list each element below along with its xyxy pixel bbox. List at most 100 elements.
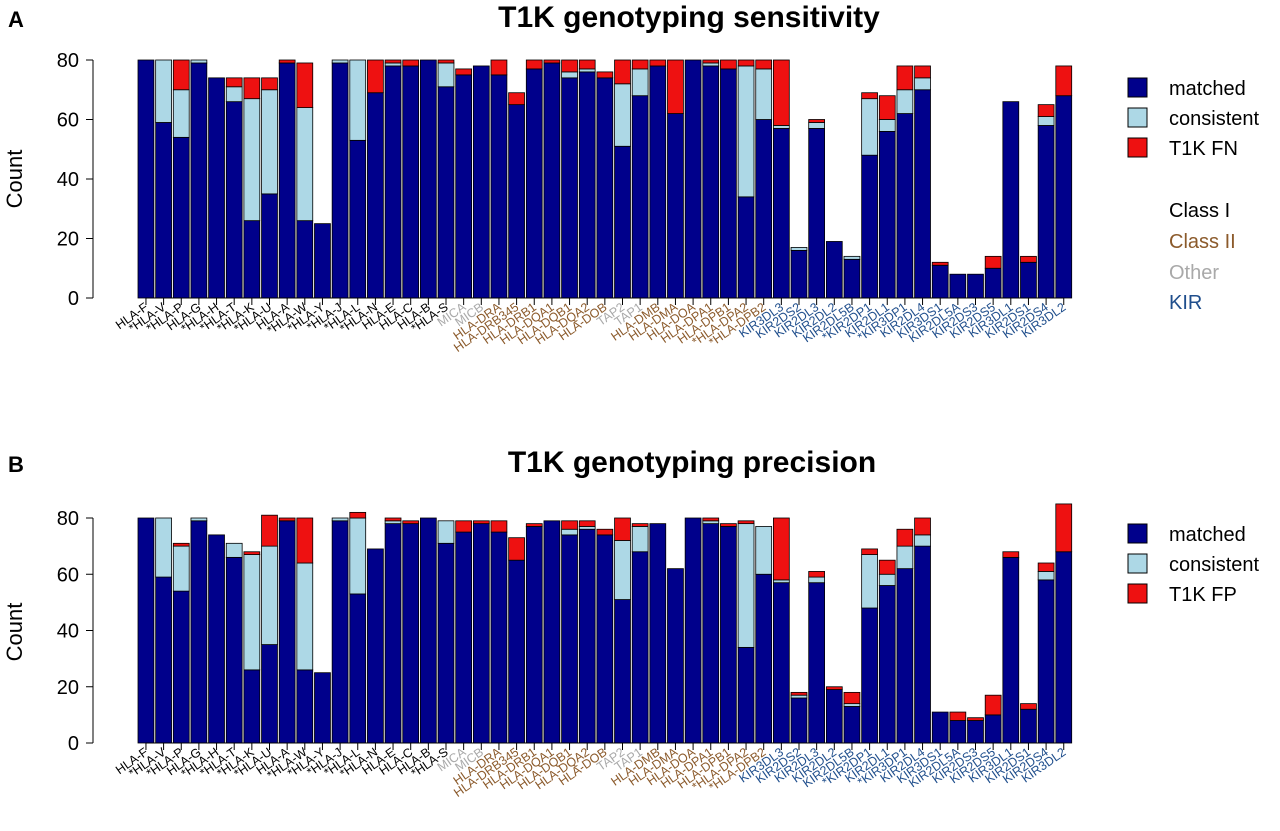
y-tick-label: 20 — [57, 677, 79, 699]
bar-kir3ds1-matched — [931, 264, 949, 299]
bar-star-hla-n-matched — [367, 92, 384, 299]
bar-tap2-error — [614, 59, 631, 85]
bar-kir2ds5-matched — [984, 267, 1002, 299]
bar-star-hla-u-consistent — [261, 89, 278, 195]
bar-tap1-matched — [631, 551, 649, 744]
bar-star-hla-h-matched — [208, 77, 225, 299]
bar-star-hla-h-matched — [208, 534, 225, 744]
bar-hla-dpa1-matched — [702, 65, 720, 299]
bar-hla-dra-error — [490, 520, 508, 533]
bar-hla-g-matched — [190, 520, 208, 744]
bar-star-hla-k-matched — [243, 220, 261, 299]
bar-kir2dl3-consistent — [808, 122, 826, 129]
bar-kir2ds2-matched — [790, 697, 808, 744]
bar-hla-doa-matched — [684, 59, 702, 299]
legend-swatch-matched — [1127, 523, 1148, 544]
bar-star-hla-p-matched — [172, 590, 190, 744]
bar-kir2ds5-error — [984, 694, 1002, 716]
bar-hla-a-error — [278, 517, 296, 522]
bar-kir2dl1-consistent — [878, 573, 896, 586]
bar-star-hla-l-error — [349, 511, 367, 519]
bar-kir2dl5b-matched — [843, 706, 861, 744]
bar-hla-b-matched — [419, 59, 437, 299]
bar-star-hla-p-consistent — [172, 89, 190, 138]
bar-star-hla-w-matched — [296, 669, 314, 744]
bar-hla-dob-error — [596, 528, 614, 536]
bar-kir2ds4-consistent — [1037, 116, 1055, 126]
bar-star-hla-k-error — [243, 77, 261, 100]
bar-star-hla-t-consistent — [225, 86, 243, 103]
bar-kir2dl1-error — [878, 559, 896, 575]
bar-star-hla-s-consistent — [437, 62, 455, 88]
bar-star-hla-u-error — [261, 514, 278, 547]
bar-hla-dpb1-matched — [720, 526, 737, 744]
bar-hla-dmb-matched — [649, 65, 667, 299]
bar-star-hla-w-consistent — [296, 562, 314, 671]
legend-precision: matched consistent T1K FP — [1127, 523, 1259, 606]
bar-kir2dl2-error — [825, 686, 843, 690]
bar-tap2-consistent — [614, 83, 631, 147]
class-label-other: Other — [1169, 262, 1219, 284]
bar-kir2dl3-matched — [808, 128, 826, 299]
bar-kir2dl5b-error — [843, 691, 861, 705]
bar-star-hla-u-consistent — [261, 545, 278, 645]
bar-kir2ds4-consistent — [1037, 571, 1055, 581]
bar-star-kir2dp1-error — [861, 92, 878, 100]
bar-kir2ds2-consistent — [790, 694, 808, 699]
bar-hla-dra-matched — [490, 531, 508, 744]
bar-kir2dl5a-matched — [949, 720, 967, 744]
bar-star-hla-y-matched — [314, 672, 331, 744]
bar-hla-dob-matched — [596, 77, 614, 299]
bar-kir2ds4-matched — [1037, 579, 1055, 744]
class-label-class-i: Class I — [1169, 200, 1230, 222]
bar-kir2dl3-error — [808, 571, 826, 578]
bar-star-hla-n-error — [367, 59, 384, 94]
bar-tap2-matched — [614, 599, 631, 744]
bar-hla-dob-error — [596, 71, 614, 79]
bar-micb-matched — [472, 65, 490, 299]
bar-kir3dl1-matched — [1002, 556, 1020, 744]
bar-star-hla-j-consistent — [331, 59, 349, 64]
bar-hla-drb1-error — [525, 523, 543, 527]
bar-hla-c-matched — [402, 523, 420, 744]
bar-kir3dl2-matched — [1055, 551, 1073, 744]
sensitivity-panel: A T1K genotyping sensitivity Count 0 20 40… — [2, 1, 1259, 355]
bar-hla-dqa1-matched — [543, 62, 561, 299]
bar-hla-dqa2-consistent — [578, 68, 596, 73]
bar-star-hla-s-consistent — [437, 520, 455, 544]
bar-star-hla-s-error — [437, 59, 455, 64]
x-axis-precision: HLA-F*HLA-V*HLA-PHLA-G*HLA-H*HLA-T*HLA-K… — [113, 742, 1068, 800]
bar-star-hla-n-matched — [367, 548, 384, 744]
legend-label-fn: T1K FN — [1169, 138, 1238, 160]
bar-star-hla-dpb2-error — [755, 59, 773, 70]
legend-swatch-consistent — [1127, 553, 1148, 574]
bar-star-kir2dp1-matched — [861, 154, 878, 299]
bar-kir2dl1-matched — [878, 585, 896, 744]
y-axis-label-sensitivity: Count — [2, 150, 27, 209]
bar-kir2dl4-consistent — [914, 534, 931, 547]
bar-star-hla-u-matched — [261, 193, 278, 299]
bar-kir2dl3-error — [808, 119, 826, 123]
bar-star-hla-p-error — [172, 542, 190, 547]
bar-kir3dl3-error — [773, 517, 790, 581]
bar-hla-drb1-error — [525, 59, 543, 70]
bar-star-hla-l-consistent — [349, 517, 367, 595]
bar-kir3dl3-matched — [773, 128, 790, 299]
bar-kir2ds4-matched — [1037, 125, 1055, 299]
bar-kir2dl3-consistent — [808, 576, 826, 584]
bar-star-hla-dpa2-error — [737, 59, 755, 67]
bar-star-hla-y-matched — [314, 223, 331, 299]
class-label-class-ii: Class II — [1169, 231, 1236, 253]
bar-kir2ds3-matched — [967, 720, 984, 744]
bar-hla-c-error — [402, 59, 420, 67]
bar-star-hla-k-matched — [243, 669, 261, 744]
legend-label-consistent: consistent — [1169, 108, 1259, 130]
bar-star-kir3dp1-consistent — [896, 545, 914, 570]
bar-star-hla-w-matched — [296, 220, 314, 299]
bar-star-hla-t-matched — [225, 101, 243, 299]
bar-star-hla-j-consistent — [331, 517, 349, 522]
bar-kir3dl3-matched — [773, 582, 790, 744]
bar-kir2ds5-error — [984, 255, 1002, 269]
bar-hla-drb1-matched — [525, 526, 543, 744]
bar-tap2-error — [614, 517, 631, 541]
